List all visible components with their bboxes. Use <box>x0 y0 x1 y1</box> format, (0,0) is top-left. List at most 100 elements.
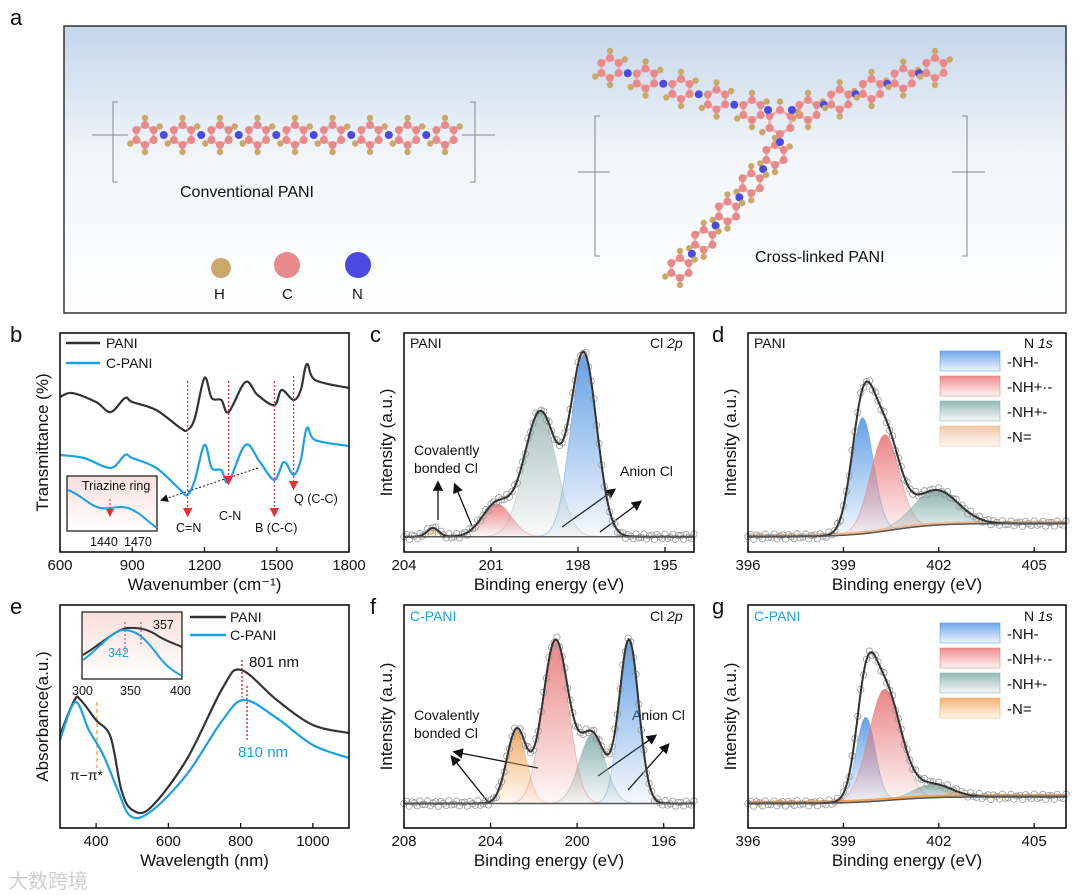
carbon-atom <box>319 136 328 144</box>
data-point <box>635 534 643 542</box>
carbon-atom <box>328 141 337 149</box>
carbon-atom <box>337 126 346 134</box>
carbon-atom <box>721 100 730 109</box>
chart-c: 204 201 198 195 Binding energy (eV) Intensity… <box>377 332 698 594</box>
n-atom-icon <box>345 252 371 278</box>
y-axis-label: Absorbance(a.u.) <box>33 651 52 781</box>
hydrogen-atom <box>728 87 735 95</box>
carbon-atom <box>907 69 916 78</box>
hydrogen-atom <box>202 140 209 147</box>
hydrogen-atom <box>677 68 685 76</box>
data-point <box>653 531 661 539</box>
atom-label-n: N <box>352 286 363 303</box>
panel-d-sample: PANI <box>754 335 786 351</box>
x-tick-label: 400 <box>84 833 109 850</box>
h-atom-icon <box>211 258 231 278</box>
carbon-atom <box>441 141 449 149</box>
panel-f-annotations: C-PANI Cl 2p Covalently bonded Cl Anion … <box>410 608 685 803</box>
hydrogen-atom <box>677 102 685 110</box>
carbon-atom <box>224 126 233 134</box>
x-tick-label: 399 <box>831 557 856 574</box>
x-axis-label: Binding energy (eV) <box>474 851 624 870</box>
carbon-atom <box>149 126 158 134</box>
panel-c-core: Cl 2p <box>650 335 683 351</box>
core-level: 2p <box>666 335 683 351</box>
carbon-atom <box>244 136 253 144</box>
hydrogen-atom <box>771 134 779 142</box>
carbon-atom <box>703 100 712 109</box>
carbon-atom <box>132 126 141 134</box>
carbon-atom <box>668 80 677 88</box>
carbon-atom <box>178 121 187 129</box>
data-point <box>906 756 914 764</box>
carbon-atom <box>412 136 421 144</box>
legend-label: -N= <box>1007 429 1032 446</box>
data-point <box>526 749 535 757</box>
hydrogen-atom <box>931 47 939 55</box>
data-point <box>1001 521 1009 529</box>
hydrogen-atom <box>853 94 860 101</box>
carbon-atom <box>931 54 939 62</box>
x-tick-label: 208 <box>391 833 416 850</box>
legend-pani: PANI <box>230 609 262 625</box>
carbon-atom <box>677 75 685 83</box>
chart-d: -NH- -NH+·- -NH+- -N= 396 399 402 405 Binding en… <box>721 332 1070 594</box>
anion-label: Anion Cl <box>620 463 673 479</box>
hydrogen-atom <box>329 114 336 122</box>
x-axis-label: Wavenumber (cm⁻¹) <box>128 575 282 594</box>
hydrogen-atom <box>868 68 875 76</box>
data-point <box>831 526 839 535</box>
hydrogen-atom <box>291 148 299 156</box>
hydrogen-atom <box>606 47 614 55</box>
carbon-atom <box>132 136 141 144</box>
x-tick-label: 204 <box>391 557 416 574</box>
hydrogen-atom <box>156 123 163 130</box>
carbon-atom <box>394 136 403 144</box>
carbon-atom <box>253 121 262 129</box>
legend-label: -NH- <box>1007 354 1039 371</box>
data-point <box>421 801 429 809</box>
legend-swatch <box>939 647 1001 669</box>
carbon-atom <box>667 259 676 267</box>
hydrogen-atom <box>698 104 705 112</box>
carbon-atom <box>748 96 756 104</box>
carbon-atom <box>597 59 606 67</box>
data-point <box>874 658 882 666</box>
legend-cpani: C-PANI <box>106 355 152 371</box>
carbon-atom <box>876 90 885 98</box>
inset-tick-400: 400 <box>170 684 191 698</box>
hydrogen-atom <box>239 140 246 147</box>
axes-frame <box>747 604 1067 829</box>
hydrogen-atom <box>748 163 755 170</box>
carbon-atom <box>804 116 812 124</box>
carbon-atom <box>668 90 677 98</box>
axes-frame <box>747 332 1067 553</box>
series-line-pani <box>58 668 350 815</box>
anion-label: Anion Cl <box>632 707 685 723</box>
data-point <box>961 504 969 513</box>
nitrogen-atom <box>788 106 796 114</box>
carbon-atom <box>614 59 623 67</box>
hydrogen-atom <box>868 102 875 110</box>
inset-curve-cpani <box>82 628 183 677</box>
carbon-atom <box>299 136 308 144</box>
polymer-bracket <box>112 101 476 183</box>
carbon-atom <box>606 74 614 82</box>
arrow <box>453 482 473 527</box>
x-tick-label: 900 <box>120 557 145 574</box>
data-point <box>429 523 437 532</box>
y-axis-label: Transmittance (%) <box>33 373 52 511</box>
nitrogen-atom <box>159 131 168 139</box>
legend-cpani: C-PANI <box>230 627 276 643</box>
carbon-atom <box>899 84 908 93</box>
panel-label-f: f <box>370 594 377 619</box>
carbon-atom <box>216 141 224 149</box>
carbon-atom <box>441 121 449 129</box>
carbon-atom <box>357 126 366 134</box>
data-point <box>1045 518 1053 527</box>
hydrogen-atom <box>821 104 829 112</box>
carbon-atom <box>632 69 641 78</box>
legend-swatch <box>939 375 1001 397</box>
carbon-atom <box>366 121 374 129</box>
hydrogen-atom <box>804 89 812 97</box>
